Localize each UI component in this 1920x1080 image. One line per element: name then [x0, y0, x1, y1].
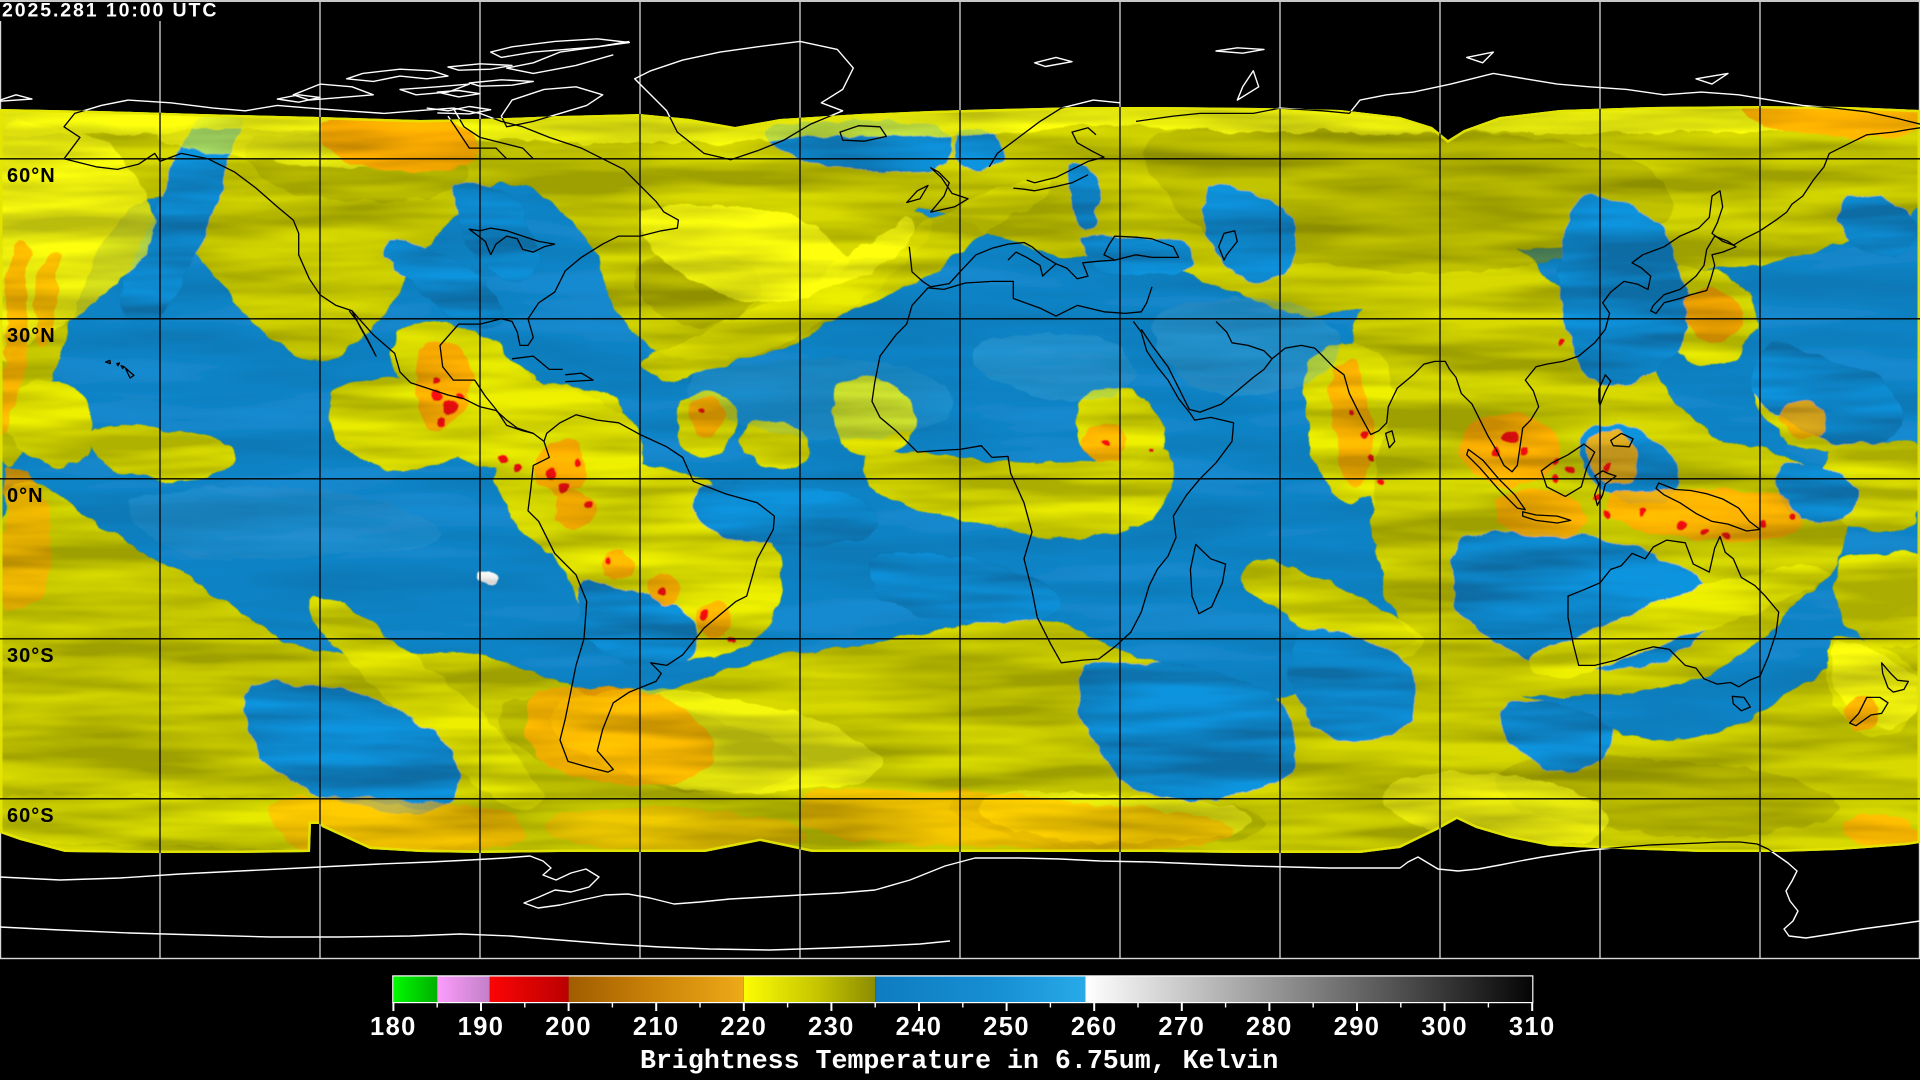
svg-text:310: 310	[1509, 1013, 1556, 1041]
svg-text:30°N: 30°N	[7, 325, 56, 347]
svg-text:240: 240	[896, 1013, 943, 1041]
svg-text:30°S: 30°S	[7, 645, 55, 667]
svg-text:60°N: 60°N	[7, 165, 56, 187]
svg-text:260: 260	[1071, 1013, 1118, 1041]
svg-text:210: 210	[633, 1013, 680, 1041]
svg-text:Brightness Temperature in 6.75: Brightness Temperature in 6.75um, Kelvin	[640, 1046, 1278, 1076]
svg-text:280: 280	[1246, 1013, 1293, 1041]
svg-text:0°N: 0°N	[7, 485, 44, 507]
svg-text:190: 190	[458, 1013, 505, 1041]
svg-text:300: 300	[1421, 1013, 1468, 1041]
svg-text:200: 200	[545, 1013, 592, 1041]
svg-text:2025.281 10:00 UTC: 2025.281 10:00 UTC	[2, 0, 218, 22]
svg-text:270: 270	[1158, 1013, 1205, 1041]
svg-text:230: 230	[808, 1013, 855, 1041]
svg-text:250: 250	[983, 1013, 1030, 1041]
svg-text:220: 220	[720, 1013, 767, 1041]
svg-text:180: 180	[370, 1013, 417, 1041]
svg-text:60°S: 60°S	[7, 805, 55, 827]
svg-text:290: 290	[1334, 1013, 1381, 1041]
